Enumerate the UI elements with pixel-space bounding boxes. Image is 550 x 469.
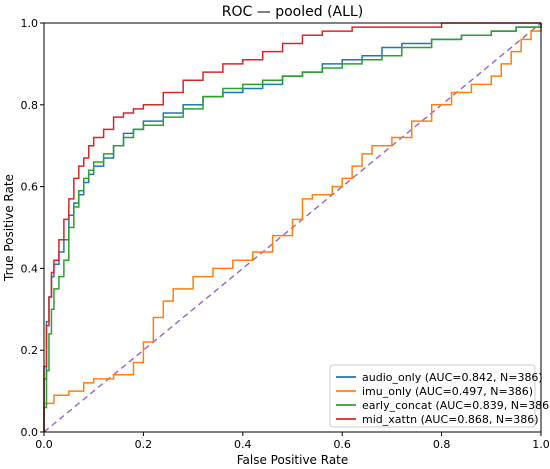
- plot-area: [43, 22, 542, 433]
- x-tick-label: 0.2: [135, 438, 153, 451]
- legend-label-4: mid_xattn (AUC=0.868, N=386): [362, 413, 539, 426]
- legend-label-1: audio_only (AUC=0.842, N=386): [362, 371, 543, 384]
- x-tick-label: 0.4: [234, 438, 252, 451]
- x-axis-label: False Positive Rate: [237, 453, 349, 467]
- plot-frame: [43, 22, 542, 433]
- roc-curve-series-4: [43, 22, 541, 432]
- roc-curve-series-1: [43, 23, 542, 432]
- y-tick-label: 1.0: [21, 17, 39, 30]
- x-axis-ticks: 0.0 0.2 0.4 0.6 0.8 1.0: [35, 432, 550, 451]
- y-axis-label: True Positive Rate: [2, 174, 16, 282]
- roc-curve-series-3: [43, 23, 542, 432]
- y-tick-label: 0.4: [21, 262, 39, 275]
- x-tick-label: 0.0: [35, 438, 53, 451]
- x-tick-label: 0.8: [433, 438, 451, 451]
- y-tick-label: 0.0: [21, 426, 39, 439]
- y-tick-label: 0.2: [21, 344, 39, 357]
- roc-curve-series-2: [43, 23, 542, 432]
- y-axis-ticks: 0.0 0.2 0.4 0.6 0.8 1.0: [21, 17, 44, 439]
- legend-label-3: early_concat (AUC=0.839, N=386): [362, 399, 550, 412]
- y-tick-label: 0.8: [21, 99, 39, 112]
- x-tick-label: 0.6: [333, 438, 351, 451]
- x-tick-label: 1.0: [532, 438, 550, 451]
- chart-title: ROC — pooled (ALL): [222, 4, 363, 20]
- legend-box: [329, 364, 536, 428]
- legend: audio_only (AUC=0.842, N=386)imu_only (A…: [329, 364, 550, 428]
- legend-label-2: imu_only (AUC=0.497, N=386): [362, 385, 533, 398]
- y-tick-label: 0.6: [21, 181, 39, 194]
